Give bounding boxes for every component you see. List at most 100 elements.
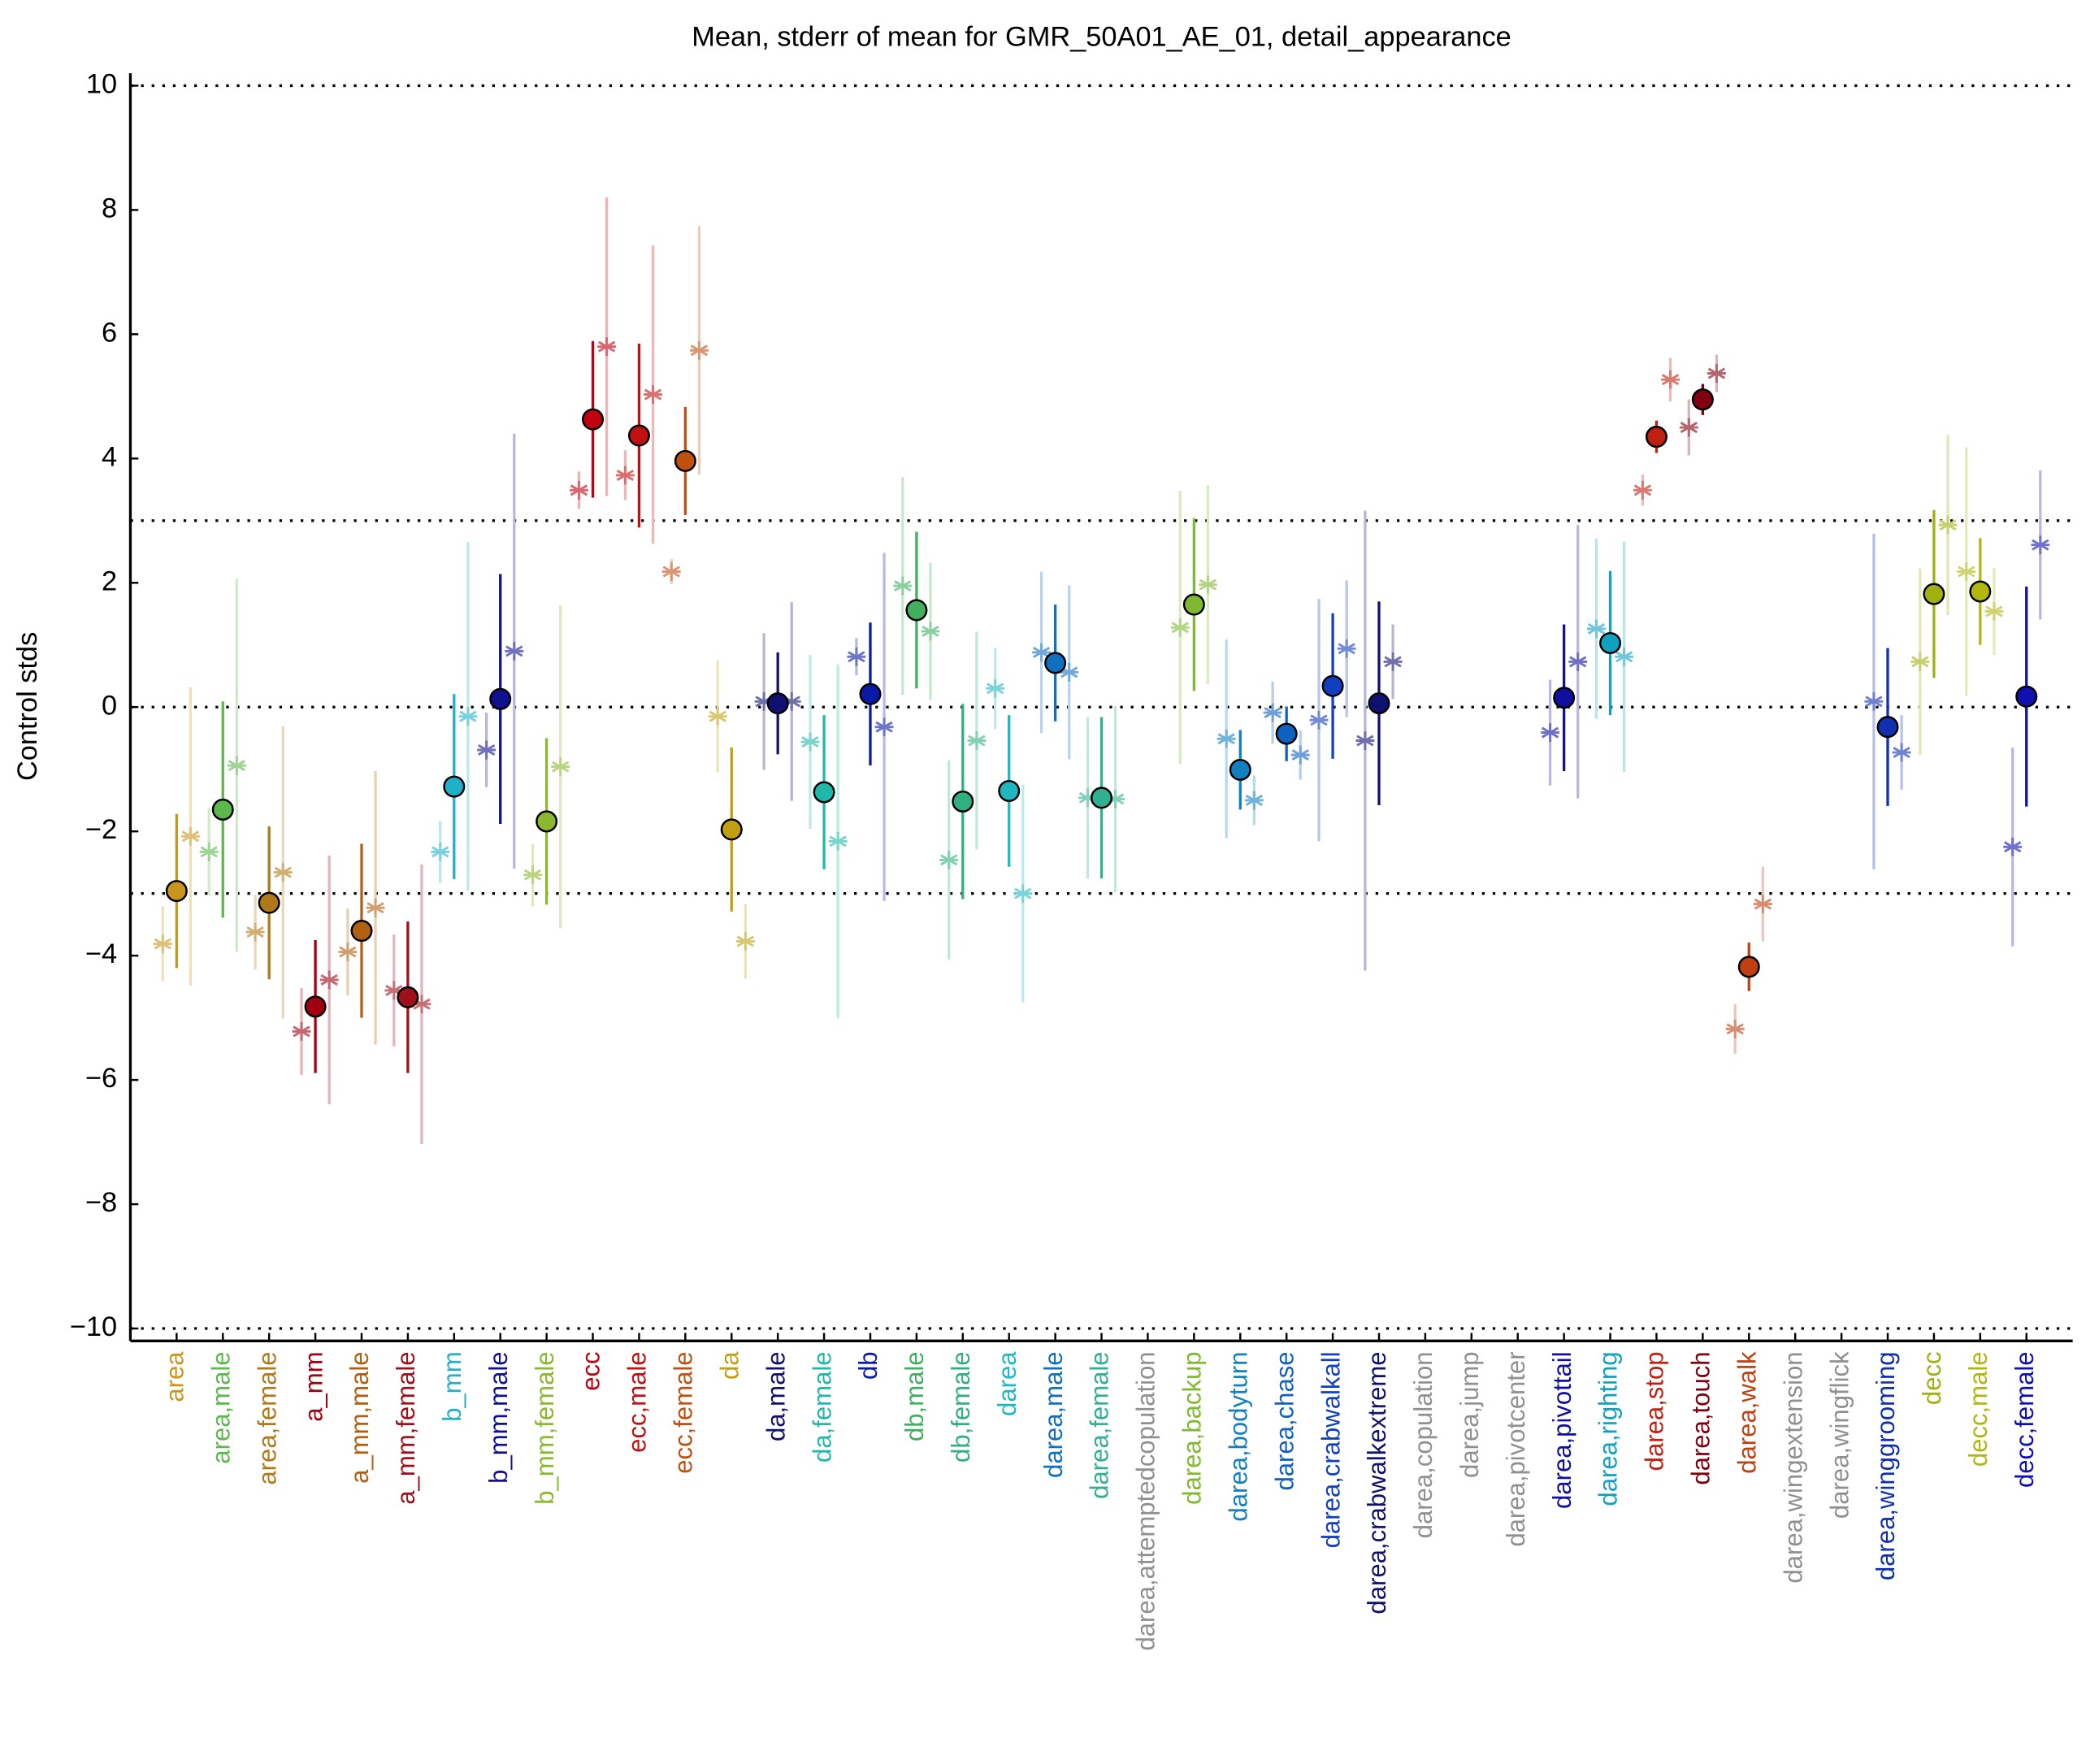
asterisk-marker <box>1106 789 1125 808</box>
asterisk-marker <box>1910 652 1930 671</box>
x-tick-label: darea,bodyturn <box>1224 1351 1252 1521</box>
x-tick-label: darea,touch <box>1687 1351 1715 1484</box>
mean-marker <box>1182 593 1205 616</box>
x-tick-label: darea,crabwalkextreme <box>1363 1351 1391 1614</box>
asterisk-marker <box>1170 618 1190 637</box>
asterisk-marker <box>1383 652 1403 671</box>
asterisk-marker <box>597 337 617 357</box>
x-tick-label: ecc,male <box>623 1351 652 1452</box>
x-tick-label: db,female <box>947 1351 975 1463</box>
asterisk-marker <box>551 757 570 777</box>
asterisk-marker <box>1707 364 1726 383</box>
asterisk-marker <box>1216 729 1236 748</box>
asterisk-marker <box>661 562 681 581</box>
asterisk-marker <box>412 995 432 1014</box>
chart-title: Mean, stderr of mean for GMR_50A01_AE_01… <box>692 22 1511 53</box>
x-tick-label: darea,female <box>1086 1351 1114 1498</box>
asterisk-marker <box>505 641 524 661</box>
mean-marker <box>1691 388 1714 411</box>
x-tick-label: b_mm <box>438 1351 466 1421</box>
asterisk-marker <box>939 850 959 869</box>
asterisk-marker <box>1060 662 1079 682</box>
y-tick-label: −4 <box>85 938 117 969</box>
asterisk-marker <box>2003 837 2023 856</box>
x-tick-label: darea,copulation <box>1409 1351 1438 1538</box>
asterisk-marker <box>893 576 913 596</box>
asterisk-marker <box>1984 601 2004 621</box>
asterisk-marker <box>384 981 404 1000</box>
x-tick-label: darea,male <box>1039 1351 1068 1478</box>
x-tick-label: ecc,female <box>670 1351 698 1473</box>
x-tick-label: darea,crabwalkall <box>1316 1351 1345 1548</box>
asterisk-marker <box>1615 647 1634 666</box>
asterisk-marker <box>1541 723 1560 743</box>
y-tick-label: 8 <box>102 193 117 223</box>
x-tick-label: a_mm <box>299 1351 327 1421</box>
mean-marker <box>1645 426 1667 449</box>
mean-marker <box>674 449 696 472</box>
mean-marker <box>905 599 928 622</box>
asterisk-marker <box>458 707 478 726</box>
asterisk-marker <box>523 865 543 885</box>
asterisk-marker <box>1032 643 1052 662</box>
x-tick-label: darea,pivottail <box>1548 1351 1576 1509</box>
x-tick-label: darea,wingflick <box>1825 1351 1854 1519</box>
x-tick-label: darea,stop <box>1641 1351 1669 1471</box>
x-tick-label: darea <box>993 1351 1021 1416</box>
x-tick-label: da <box>715 1351 744 1380</box>
y-tick-label: −10 <box>70 1311 117 1342</box>
asterisk-marker <box>227 756 246 775</box>
asterisk-marker <box>1938 515 1958 535</box>
asterisk-marker <box>689 340 709 360</box>
asterisk-marker <box>708 707 727 726</box>
x-tick-label: darea,winggrooming <box>1871 1351 1900 1580</box>
x-tick-label: darea,chase <box>1270 1351 1299 1490</box>
asterisk-marker <box>1198 575 1217 595</box>
asterisk-marker <box>847 647 866 666</box>
asterisk-marker <box>2031 535 2050 555</box>
y-tick-label: −8 <box>85 1187 117 1218</box>
mean-marker <box>1368 692 1390 715</box>
mean-marker <box>1275 722 1298 745</box>
mean-marker <box>211 798 234 821</box>
mean-marker <box>489 687 512 710</box>
y-axis-label: Control stds <box>12 632 43 781</box>
mean-marker <box>998 779 1021 802</box>
x-tick-label: area,male <box>206 1351 235 1463</box>
mean-marker <box>1969 580 1992 603</box>
x-tick-label: darea,jump <box>1455 1351 1484 1478</box>
x-tick-label: darea,wingextension <box>1779 1351 1807 1583</box>
asterisk-marker <box>1290 745 1310 765</box>
mean-marker <box>2015 685 2038 708</box>
x-tick-label: darea,righting <box>1594 1351 1623 1506</box>
x-tick-label: decc <box>1918 1351 1946 1405</box>
x-tick-label: decc,female <box>2010 1351 2039 1488</box>
asterisk-marker <box>782 691 801 711</box>
asterisk-marker <box>1892 743 1911 762</box>
asterisk-marker <box>1725 1019 1745 1038</box>
x-tick-label: area,female <box>253 1351 281 1484</box>
y-tick-label: 4 <box>102 441 117 472</box>
x-tick-label: db <box>854 1351 883 1380</box>
y-tick-label: −6 <box>85 1063 117 1094</box>
mean-marker <box>1737 956 1760 978</box>
x-tick-label: darea,walk <box>1733 1351 1761 1474</box>
mean-marker <box>1044 652 1067 674</box>
mean-marker <box>859 683 882 705</box>
asterisk-marker <box>1753 895 1772 914</box>
asterisk-marker <box>338 943 358 962</box>
asterisk-marker <box>1957 562 1976 581</box>
x-tick-label: darea,backup <box>1178 1351 1207 1504</box>
mean-marker <box>627 424 650 447</box>
mean-marker <box>443 775 466 798</box>
asterisk-marker <box>967 731 987 750</box>
asterisk-marker <box>245 922 265 942</box>
mean-marker <box>1229 758 1251 781</box>
asterisk-marker <box>180 826 200 846</box>
asterisk-marker <box>800 732 820 752</box>
asterisk-marker <box>754 691 774 711</box>
asterisk-marker <box>366 898 385 917</box>
asterisk-marker <box>1078 788 1097 808</box>
asterisk-marker <box>1586 619 1606 639</box>
